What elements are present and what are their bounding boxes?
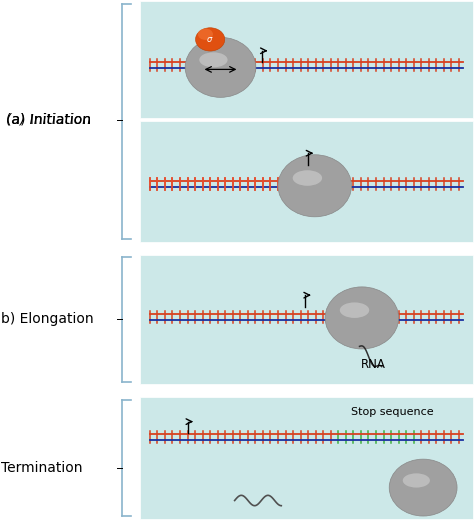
Ellipse shape: [340, 303, 369, 318]
Bar: [140, 121, 473, 242]
Ellipse shape: [198, 29, 213, 40]
Text: RNA: RNA: [361, 358, 386, 371]
Text: Termination: Termination: [1, 461, 83, 475]
Text: $\sigma$: $\sigma$: [206, 35, 214, 44]
Ellipse shape: [325, 287, 399, 349]
Ellipse shape: [196, 28, 225, 51]
Bar: [140, 2, 473, 118]
Text: Stop sequence: Stop sequence: [351, 408, 434, 418]
Ellipse shape: [389, 459, 457, 516]
Ellipse shape: [403, 473, 430, 488]
Ellipse shape: [199, 53, 228, 67]
Ellipse shape: [185, 37, 256, 97]
Text: (a) Initiation: (a) Initiation: [6, 112, 91, 126]
Ellipse shape: [278, 155, 352, 217]
Text: (a) Initiation: (a) Initiation: [6, 112, 91, 126]
Bar: [140, 255, 473, 384]
Bar: [140, 397, 473, 518]
Text: b) Elongation: b) Elongation: [1, 313, 94, 327]
Ellipse shape: [293, 170, 322, 186]
